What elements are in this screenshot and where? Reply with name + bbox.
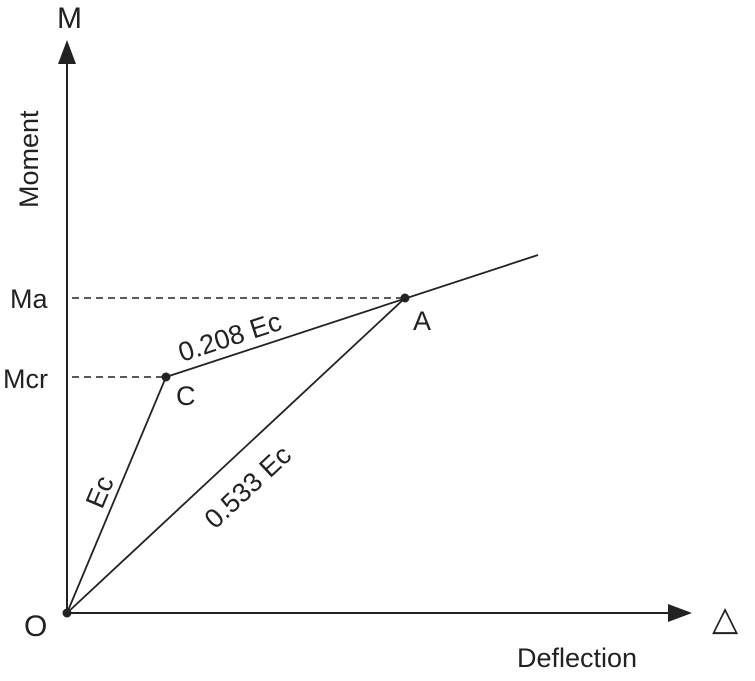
x-axis-arrowhead (668, 604, 692, 622)
mcr-label: Mcr (3, 364, 48, 394)
point-a-label: A (413, 306, 431, 336)
point-a (400, 293, 410, 303)
initial-segment-oc (66, 376, 167, 614)
y-axis-label: Moment (14, 110, 44, 208)
cracked-stiffness-label: 0.208 Ec (175, 306, 286, 367)
point-c (161, 372, 171, 382)
secant-segment-oa (66, 297, 406, 614)
secant-stiffness-label: 0.533 Ec (199, 440, 297, 535)
origin-point (62, 608, 72, 618)
initial-stiffness-label: Ec (80, 472, 120, 513)
y-axis-symbol: M (57, 2, 82, 35)
ma-label: Ma (10, 284, 48, 314)
cracked-segment-ca-extended (165, 254, 539, 378)
x-axis-symbol: △ (712, 599, 739, 639)
x-axis-label: Deflection (517, 643, 637, 673)
y-axis-arrowhead (58, 40, 76, 64)
origin-label: O (24, 610, 47, 643)
point-c-label: C (176, 381, 196, 411)
